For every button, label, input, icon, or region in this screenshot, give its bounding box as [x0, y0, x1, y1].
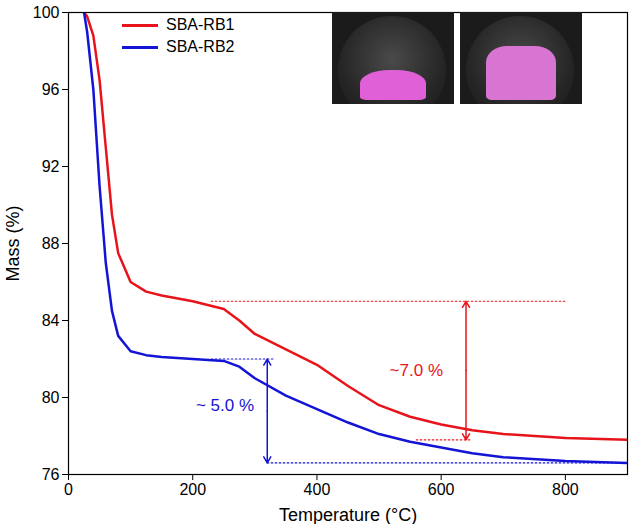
svg-text:0: 0: [64, 481, 73, 498]
svg-text:Temperature (°C): Temperature (°C): [279, 505, 417, 525]
svg-text:Mass (%): Mass (%): [3, 206, 23, 282]
svg-text:88: 88: [42, 235, 60, 252]
svg-text:~7.0 %: ~7.0 %: [390, 361, 443, 380]
html-text:SBA-RB2: SBA-RB2: [166, 38, 235, 55]
svg-text:92: 92: [42, 158, 60, 175]
svg-text:96: 96: [42, 81, 60, 98]
svg-text:84: 84: [42, 312, 60, 329]
html-text:SBA-RB1: SBA-RB1: [166, 16, 235, 33]
svg-text:~ 5.0 %: ~ 5.0 %: [196, 396, 254, 415]
svg-text:76: 76: [42, 466, 60, 483]
svg-text:600: 600: [428, 481, 455, 498]
svg-text:200: 200: [179, 481, 206, 498]
svg-text:100: 100: [33, 4, 60, 21]
svg-text:80: 80: [42, 389, 60, 406]
svg-text:800: 800: [552, 481, 579, 498]
svg-text:400: 400: [304, 481, 331, 498]
